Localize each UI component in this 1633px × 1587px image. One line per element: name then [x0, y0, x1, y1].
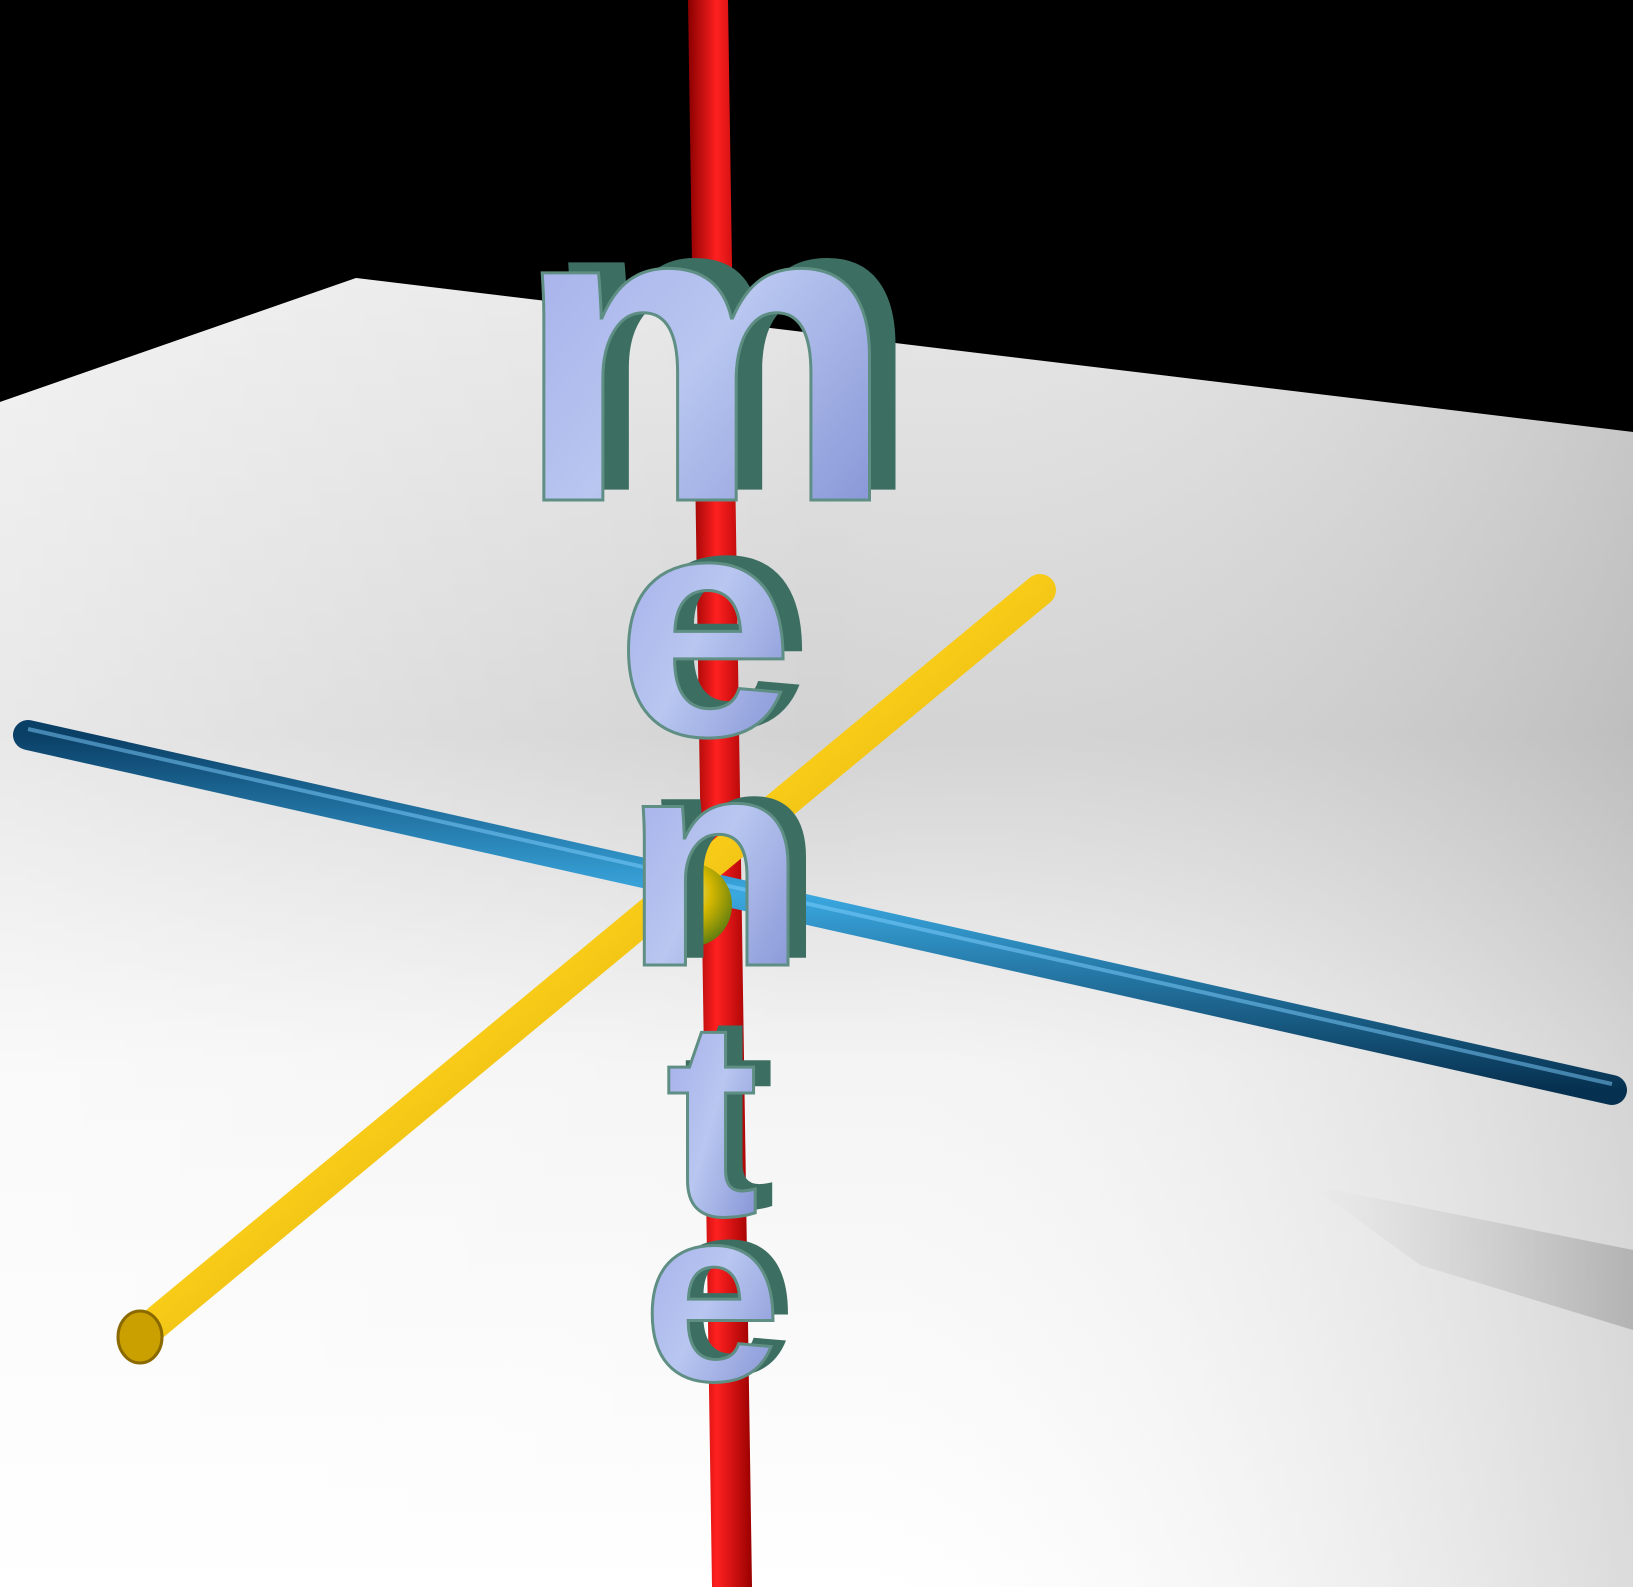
letter-depth: n [641, 686, 824, 1022]
center-sphere [648, 863, 732, 947]
letter: n [623, 693, 806, 1029]
blue-rod [13, 720, 1627, 1105]
letter-depth: e [657, 1148, 796, 1427]
letter: t [665, 963, 758, 1275]
red-rod [688, 0, 752, 1587]
letter-depth: m [540, 102, 922, 582]
letter: m [514, 112, 896, 592]
letter: e [616, 445, 794, 803]
letter: e [642, 1154, 781, 1433]
gold-rod-end [116, 1309, 164, 1365]
letter-depth: t [682, 956, 775, 1268]
floor-shadow [1310, 1185, 1633, 1330]
letter-depth: e [635, 437, 813, 795]
blue-rod-highlight [27, 727, 1613, 1086]
gold-rod [119, 574, 1056, 1356]
floor-shade [0, 278, 1633, 1587]
